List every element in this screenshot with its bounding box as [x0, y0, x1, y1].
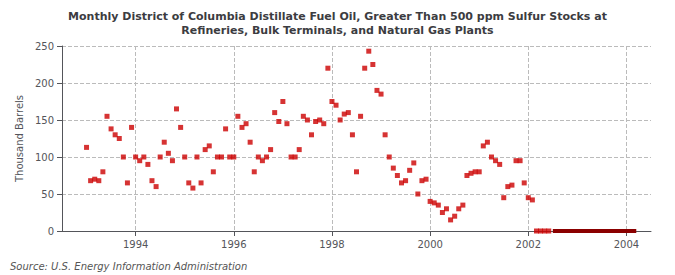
svg-text:Refineries, Bulk Terminals, an: Refineries, Bulk Terminals, and Natural …: [181, 24, 494, 37]
svg-text:1998: 1998: [319, 239, 344, 250]
svg-text:Source: U.S. Energy Informatio: Source: U.S. Energy Information Administ…: [10, 261, 247, 272]
svg-text:150: 150: [35, 115, 54, 126]
svg-text:250: 250: [35, 41, 54, 52]
svg-text:2002: 2002: [516, 239, 541, 250]
svg-text:50: 50: [41, 189, 54, 200]
svg-text:200: 200: [35, 78, 54, 89]
svg-text:Thousand Barrels: Thousand Barrels: [14, 95, 25, 183]
svg-text:1996: 1996: [221, 239, 246, 250]
svg-text:2004: 2004: [614, 239, 639, 250]
svg-text:2000: 2000: [417, 239, 442, 250]
svg-text:1994: 1994: [123, 239, 148, 250]
svg-text:Monthly District of Columbia D: Monthly District of Columbia Distillate …: [68, 10, 607, 23]
svg-text:0: 0: [48, 226, 54, 237]
svg-text:100: 100: [35, 152, 54, 163]
